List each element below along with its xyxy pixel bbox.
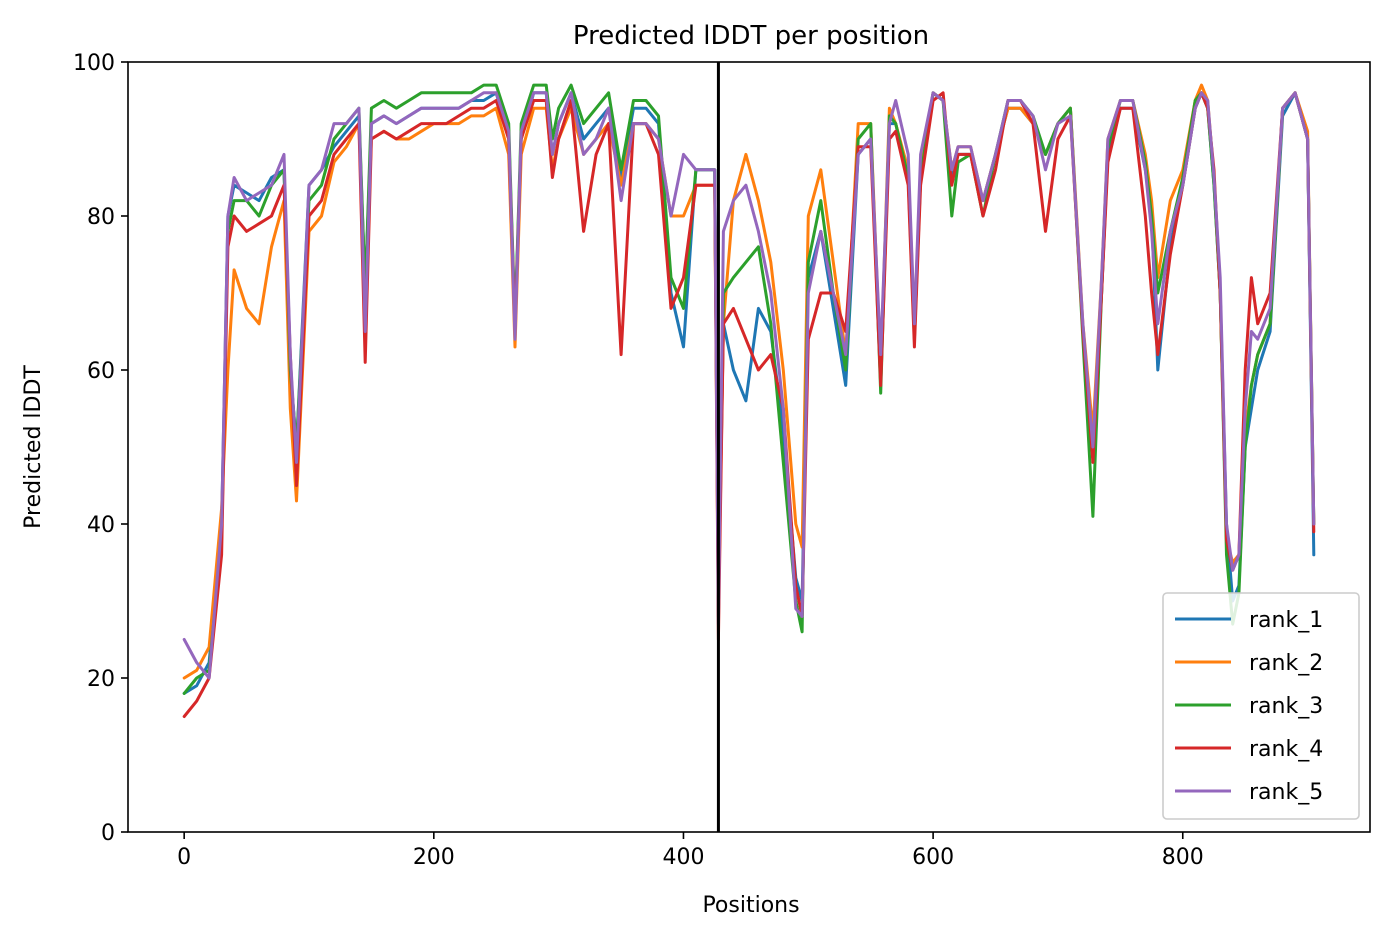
y-tick-label: 60 bbox=[87, 359, 115, 384]
chart-title: Predicted lDDT per position bbox=[573, 21, 929, 51]
legend-label-rank-4: rank_4 bbox=[1249, 737, 1323, 762]
legend-label-rank-1: rank_1 bbox=[1249, 608, 1323, 633]
series-line-rank-3 bbox=[182, 83, 1316, 695]
axes-frame bbox=[127, 61, 1371, 833]
legend-label-rank-5: rank_5 bbox=[1249, 780, 1323, 805]
x-tick-label: 400 bbox=[662, 845, 704, 870]
legend-box bbox=[1162, 592, 1360, 820]
series-line-rank-4 bbox=[182, 91, 1316, 718]
y-tick-label: 100 bbox=[73, 51, 115, 76]
y-tick-label: 40 bbox=[87, 513, 115, 538]
x-axis-label: Positions bbox=[702, 893, 799, 918]
x-tick-label: 800 bbox=[1162, 845, 1204, 870]
x-tick-label: 600 bbox=[912, 845, 954, 870]
y-tick-label: 0 bbox=[101, 821, 115, 846]
plot-area bbox=[182, 62, 1316, 832]
legend-label-rank-3: rank_3 bbox=[1249, 694, 1323, 719]
x-tick-label: 200 bbox=[413, 845, 455, 870]
axes: 0 200 400 600 800 0 20 40 60 80 100 bbox=[73, 51, 1371, 870]
y-tick-label: 80 bbox=[87, 205, 115, 230]
series-line-rank-5 bbox=[182, 91, 1316, 680]
legend: rank_1 rank_2 rank_3 rank_4 rank_5 bbox=[1162, 592, 1360, 820]
y-tick-label: 20 bbox=[87, 667, 115, 692]
x-tick-label: 0 bbox=[177, 845, 191, 870]
y-axis-label: Predicted lDDT bbox=[21, 365, 46, 529]
legend-label-rank-2: rank_2 bbox=[1249, 651, 1323, 676]
